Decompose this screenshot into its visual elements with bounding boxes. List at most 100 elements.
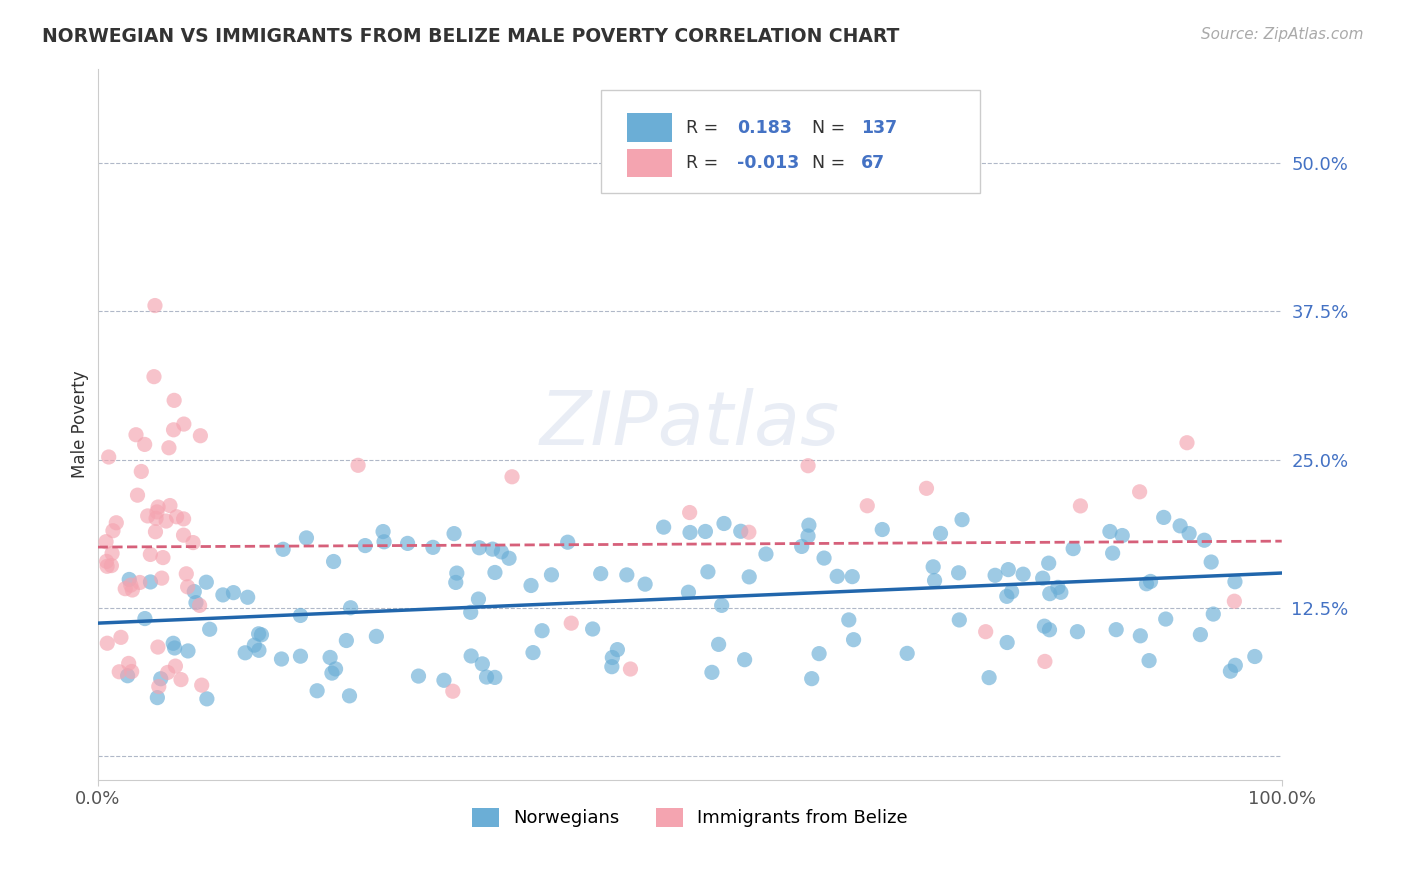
Point [1012, 567, 1035, 582]
Point [307, 683, 329, 698]
Point [222, 585, 245, 599]
Point [1223, 574, 1246, 589]
Point [738, 525, 761, 540]
Point [948, 613, 970, 627]
Point [924, 574, 946, 588]
Point [162, 636, 184, 650]
Point [443, 526, 465, 541]
Point [560, 616, 582, 631]
Point [995, 635, 1018, 649]
Point [143, 299, 166, 313]
Text: N =: N = [811, 119, 845, 136]
Point [790, 540, 813, 554]
Point [183, 584, 205, 599]
Point [606, 642, 628, 657]
Point [710, 599, 733, 613]
Point [520, 578, 543, 592]
Point [1129, 629, 1152, 643]
Point [339, 689, 361, 703]
Point [321, 666, 343, 681]
Point [94, 534, 117, 549]
Point [366, 629, 388, 643]
Point [143, 369, 166, 384]
Point [173, 528, 195, 542]
Point [322, 554, 344, 568]
Point [101, 546, 124, 560]
Point [371, 524, 394, 539]
Point [408, 669, 430, 683]
Point [190, 428, 212, 442]
Point [1105, 623, 1128, 637]
Point [870, 523, 893, 537]
Point [441, 684, 464, 698]
Point [501, 470, 523, 484]
Point [797, 518, 820, 533]
Point [977, 671, 1000, 685]
Point [679, 525, 702, 540]
Text: R =: R = [686, 119, 718, 136]
Point [896, 646, 918, 660]
Point [236, 591, 259, 605]
Point [146, 690, 169, 705]
Point [1194, 533, 1216, 548]
Point [149, 672, 172, 686]
Point [484, 670, 506, 684]
Point [195, 691, 218, 706]
Point [110, 631, 132, 645]
Point [270, 652, 292, 666]
Text: N =: N = [811, 154, 845, 172]
Point [734, 653, 756, 667]
Point [1050, 585, 1073, 599]
Point [678, 585, 700, 599]
Point [247, 627, 270, 641]
Point [145, 511, 167, 525]
Point [1066, 624, 1088, 639]
Point [325, 662, 347, 676]
Point [159, 499, 181, 513]
Point [755, 547, 778, 561]
Point [974, 624, 997, 639]
Point [1039, 587, 1062, 601]
Point [841, 569, 863, 583]
Text: Source: ZipAtlas.com: Source: ZipAtlas.com [1201, 27, 1364, 42]
Point [1154, 612, 1177, 626]
Point [707, 637, 730, 651]
Point [396, 536, 419, 550]
Point [128, 575, 150, 590]
Point [950, 513, 973, 527]
Point [96, 554, 118, 568]
Point [295, 531, 318, 545]
Point [468, 541, 491, 555]
Point [100, 558, 122, 573]
Point [797, 458, 820, 473]
Point [96, 636, 118, 650]
Point [600, 659, 623, 673]
Point [997, 563, 1019, 577]
Point [460, 648, 482, 663]
Point [1098, 524, 1121, 539]
Point [1199, 555, 1222, 569]
Point [1175, 435, 1198, 450]
Point [1137, 654, 1160, 668]
Point [118, 657, 141, 671]
Point [163, 393, 186, 408]
Point [150, 571, 173, 585]
Point [929, 526, 952, 541]
Point [121, 665, 143, 679]
Point [96, 559, 118, 574]
Point [602, 650, 624, 665]
Point [319, 650, 342, 665]
Point [851, 162, 873, 177]
Text: 137: 137 [862, 119, 897, 136]
Point [354, 539, 377, 553]
Point [475, 670, 498, 684]
Text: R =: R = [686, 154, 718, 172]
Point [531, 624, 554, 638]
Point [1032, 571, 1054, 585]
Point [484, 566, 506, 580]
Point [696, 565, 718, 579]
Text: -0.013: -0.013 [737, 154, 799, 172]
Point [679, 506, 702, 520]
Point [444, 575, 467, 590]
Point [134, 437, 156, 451]
